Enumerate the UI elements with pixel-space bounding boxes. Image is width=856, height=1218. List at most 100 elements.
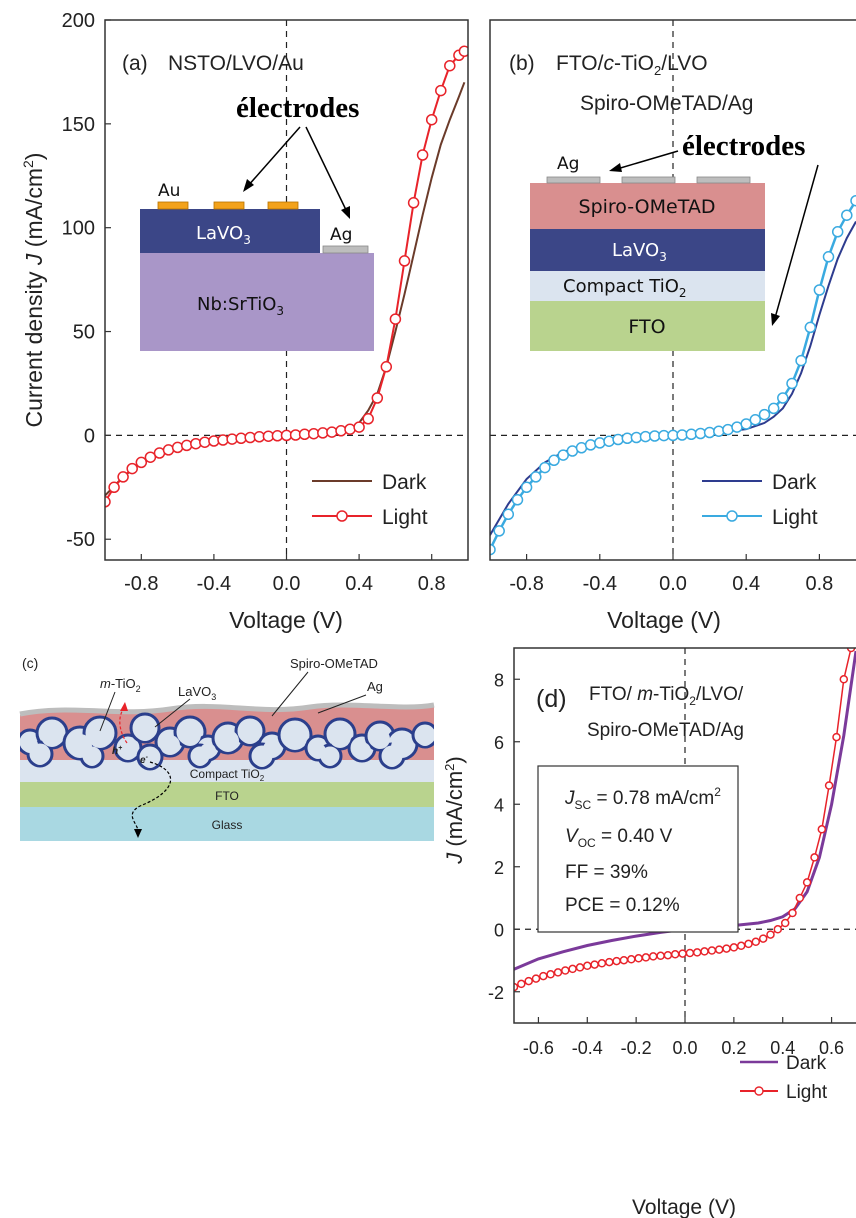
panel-d-series-light-point (568, 964, 577, 974)
panel-b-series-light-point (685, 428, 698, 441)
panel-c: (c) m-TiO2 LaVO3 Spiro-OMeTAD Ag h+ e- C… (19, 655, 435, 841)
panel-b-xtick-label: -0.8 (509, 573, 543, 595)
panel-c-tio2-core (254, 751, 270, 767)
panel-a-label: (a) (122, 52, 148, 75)
panel-d-series-light-point (670, 950, 680, 959)
panel-a-series-light-point (362, 413, 374, 425)
panel-b-ctio2-label: Compact TiO2 (563, 276, 687, 300)
panel-a-series-light-point (353, 421, 365, 433)
panel-a-series-light-point (117, 471, 129, 483)
panel-b-layer-fto (530, 301, 765, 351)
panel-d-ytick-label: -2 (488, 983, 504, 1003)
panel-d-ytick-label: 8 (494, 670, 504, 690)
panel-c-tio2-core (142, 752, 158, 768)
panel-d-series-light-point (824, 781, 834, 790)
panel-a-arrow-ag (305, 126, 348, 213)
panel-c-compact-label: Compact TiO2 (190, 767, 265, 783)
panel-a-series (105, 20, 468, 560)
panel-b-series-light-point (557, 449, 569, 461)
panel-a-xtick-label: -0.4 (197, 573, 231, 595)
panel-c-mtio2-leader (99, 691, 116, 732)
panel-c-particles (20, 712, 434, 771)
panel-d-series-light-point (773, 925, 783, 934)
panel-c-lvo-leader (154, 698, 191, 728)
panel-d-series-light-point (641, 953, 651, 962)
panel-d-legend-light: Light (786, 1082, 828, 1103)
panel-d-legend-dark: Dark (786, 1053, 827, 1074)
panel-c-fto-label: FTO (215, 789, 239, 803)
panel-d-series-light-point (583, 961, 592, 971)
panel-d-series-light-point (817, 825, 827, 834)
panel-c-tio2-core (179, 724, 201, 746)
panel-c-tio2-core (353, 742, 371, 760)
panel-d-xtick-label: -0.4 (572, 1038, 603, 1058)
panel-c-tio2-core (119, 742, 137, 760)
panel-a-ytick-label: 150 (62, 114, 95, 136)
panel-b-frame (489, 19, 856, 561)
panel-a-arrowhead-au (243, 179, 254, 192)
panel-b-series-light-point (703, 426, 716, 439)
panel-d-series-light-point (546, 970, 555, 979)
panel-c-glass-label: Glass (212, 818, 243, 832)
panel-b-series-light-point (786, 377, 798, 390)
panel-b-xlabel: Voltage (V) (607, 607, 721, 633)
panel-c-tio2-core (384, 751, 400, 767)
panel-c-tio2-core (323, 752, 337, 766)
panel-a-series-light-point (389, 313, 402, 325)
panel-c-tio2-core (310, 743, 326, 759)
panel-a-series-light-point (425, 113, 438, 126)
panel-d-stat-pce: PCE = 0.12% (565, 895, 680, 916)
panel-c-hole-label: h+ (112, 745, 122, 757)
panel-a-series-light-point (105, 496, 111, 508)
panel-b-series-light-point (594, 437, 606, 449)
panel-b-legend-light-marker (726, 510, 738, 522)
panel-d-series-light-point (648, 952, 658, 961)
panel-b-series-light-point (831, 226, 844, 238)
panel-d-stats-box (537, 765, 739, 933)
panel-a-au-pad-3 (267, 201, 299, 210)
panel-d-series-light-point (758, 934, 768, 943)
panel-c-lvo-label: LaVO3 (178, 684, 216, 702)
panel-d-series-light-point (663, 950, 673, 960)
panel-d-xtick-label: -0.6 (523, 1038, 554, 1058)
panel-a-title: NSTO/LVO/Au (168, 52, 304, 75)
panel-a-xlabel: Voltage (V) (229, 607, 343, 633)
panel-b-layer-spiro (530, 183, 765, 229)
panel-a-series-light-point (444, 59, 456, 72)
panel-c-tio2-core (32, 749, 48, 765)
panel-b-series-light-point (767, 402, 780, 415)
panel-b-xtick-label: 0.4 (732, 573, 760, 595)
panel-b-title-line1: FTO/c-TiO2/LVO (556, 52, 708, 78)
panel-a-series-light-point (180, 439, 193, 452)
panel-b-series-light-point (850, 194, 856, 207)
panel-a-electrodes-label: électrodes (236, 92, 359, 124)
panel-d-series-light-point (736, 941, 746, 951)
panel-c-tio2-core (88, 724, 112, 748)
panel-c-tio2-core (417, 730, 433, 746)
panel-b-series-light-point (584, 439, 597, 451)
panel-c-spiro-label: Spiro-OMeTAD (290, 656, 378, 671)
panel-a-lvo-label: LaVO3 (196, 223, 251, 247)
panel-b-title-line2: Spiro-OMeTAD/Ag (580, 92, 754, 115)
panel-a-xtick-label: 0.4 (345, 573, 373, 595)
panel-b-series-light-point (813, 284, 826, 296)
panel-d-xtick-label: 0.6 (819, 1038, 844, 1058)
panel-b-series-light-point (758, 408, 771, 421)
panel-a-series-light-point (144, 451, 157, 463)
panel-a-ytick-label: 100 (62, 218, 95, 240)
panel-a-nsto-label: Nb:SrTiO3 (197, 294, 284, 318)
panel-d-series-light-point (802, 878, 812, 887)
panel-c-electron-arrowhead (134, 829, 142, 838)
panel-c-tio2-core (193, 752, 207, 766)
panel-a-legend-dark: Dark (382, 471, 427, 494)
panel-b-series-light-point (713, 425, 725, 437)
panel-b-xtick-label: -0.4 (583, 573, 617, 595)
panel-b-lvo-label: LaVO3 (612, 240, 667, 264)
panel-b-arrowhead-curve (771, 313, 780, 326)
panel-a-series-light-point (407, 197, 420, 209)
panel-b-series-light-point (749, 414, 762, 426)
panel-b-series-light-point (612, 433, 624, 446)
panel-b-layer-ctio2 (530, 271, 765, 301)
panel-d-series-light-point (590, 960, 599, 969)
